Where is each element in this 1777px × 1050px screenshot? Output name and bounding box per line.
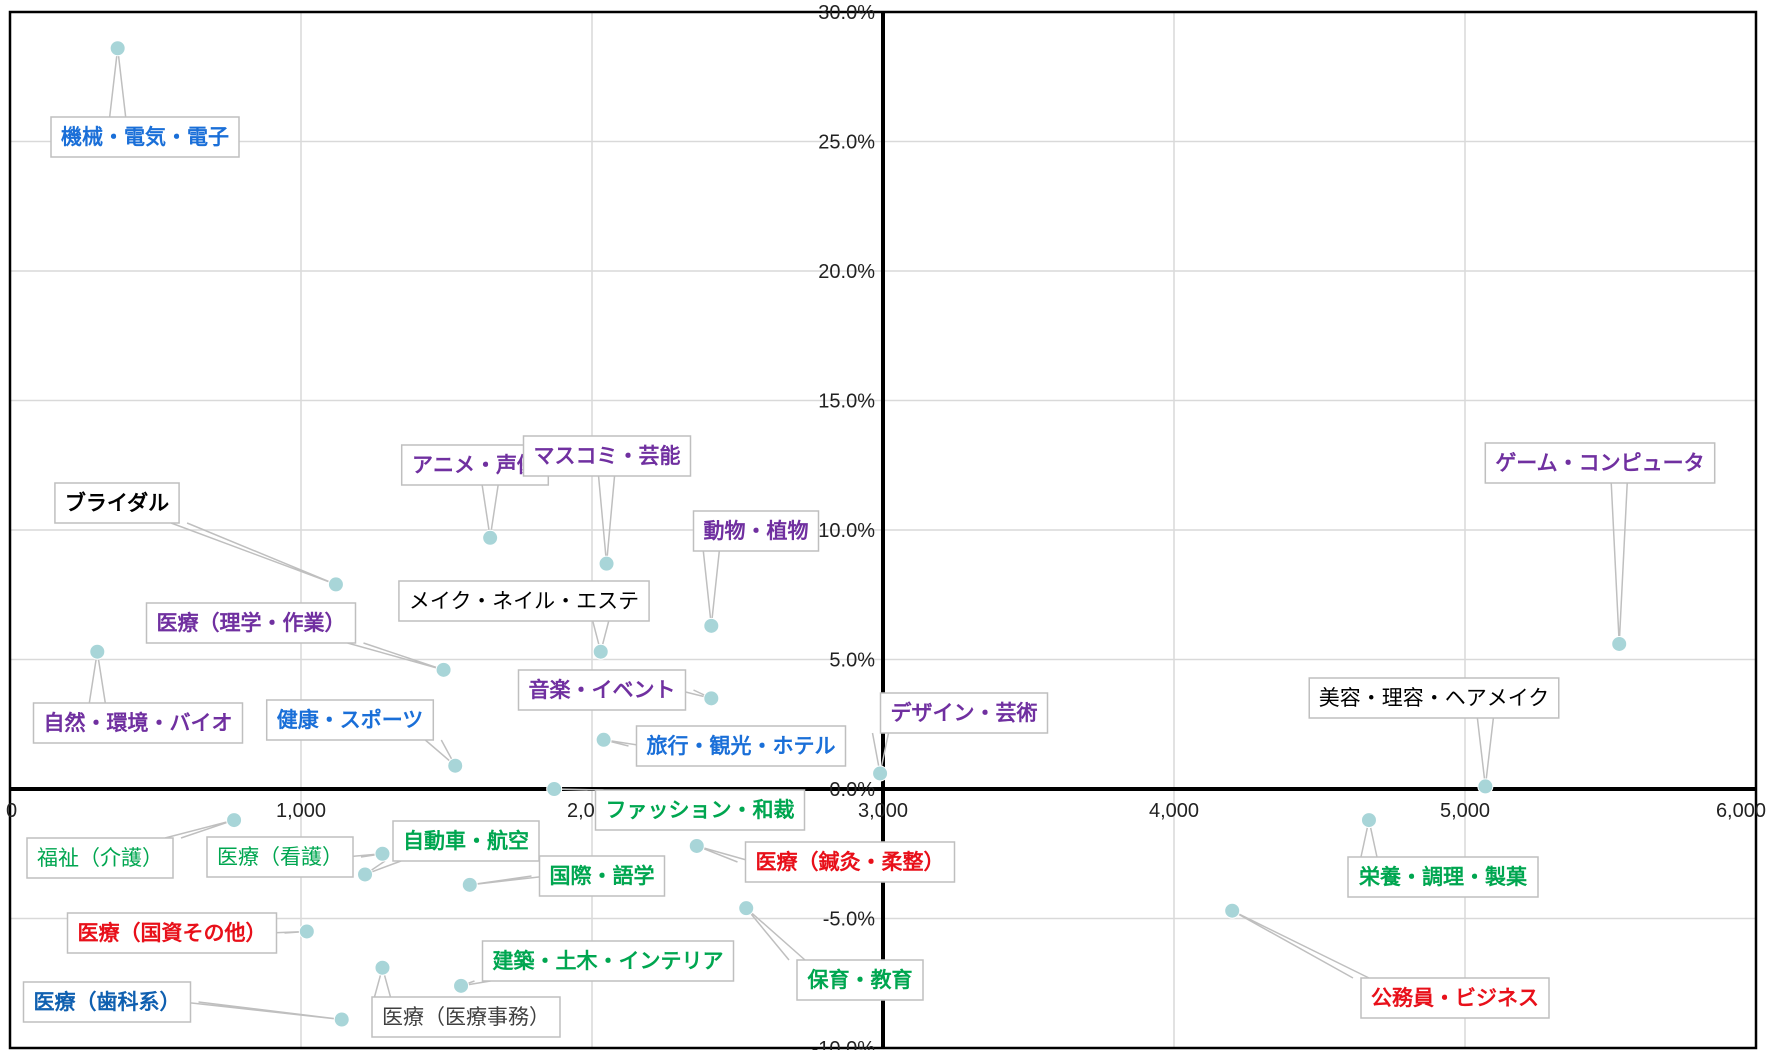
- data-label: 美容・理容・ヘアメイク: [1319, 686, 1550, 710]
- x-tick-label: 1,000: [276, 800, 326, 822]
- data-point: [374, 959, 391, 976]
- y-tick-label: 25.0%: [818, 132, 875, 154]
- data-label-box: [265, 699, 435, 741]
- x-tick-label: 6,000: [1716, 800, 1766, 822]
- data-label: マスコミ・芸能: [534, 444, 681, 468]
- data-label: 医療（看護）: [217, 845, 343, 869]
- x-tick-label: 0: [6, 800, 17, 822]
- y-tick-label: 5.0%: [829, 650, 875, 672]
- data-point: [89, 643, 106, 660]
- data-label-box: [54, 482, 180, 524]
- data-label-box: [371, 996, 561, 1038]
- data-label-box: [635, 725, 847, 767]
- data-label-box: [1484, 442, 1716, 484]
- data-label-box: [522, 435, 692, 477]
- data-point: [703, 617, 720, 634]
- data-point: [461, 876, 478, 893]
- data-label-box: [879, 692, 1049, 734]
- data-point: [1224, 902, 1241, 919]
- data-point: [333, 1011, 350, 1028]
- data-label: デザイン・芸術: [891, 701, 1038, 725]
- data-point: [327, 576, 344, 593]
- data-point: [226, 812, 243, 829]
- data-label: 旅行・観光・ホテル: [647, 734, 836, 758]
- data-label: アニメ・声優: [412, 453, 539, 477]
- data-label: 保育・教育: [807, 968, 913, 992]
- data-label: 動物・植物: [704, 519, 809, 543]
- data-point: [546, 781, 563, 797]
- data-label: 建築・土木・インテリア: [493, 949, 724, 973]
- data-label: ゲーム・コンピュータ: [1495, 451, 1704, 475]
- data-label: 国際・語学: [550, 864, 655, 888]
- data-label: 音楽・イベント: [529, 678, 676, 702]
- data-point: [592, 643, 609, 660]
- data-label: 機械・電気・電子: [61, 125, 229, 149]
- data-label-box: [26, 837, 174, 879]
- data-point: [1360, 812, 1377, 829]
- data-label-box: [594, 789, 806, 831]
- data-label: 公務員・ビジネス: [1371, 986, 1539, 1010]
- data-label: 医療（理学・作業）: [157, 611, 346, 635]
- data-label: 栄養・調理・製菓: [1358, 865, 1528, 889]
- x-tick-label: 5,000: [1440, 800, 1490, 822]
- data-label-box: [66, 912, 278, 954]
- data-label: 医療（医療事務）: [382, 1005, 550, 1029]
- data-point: [482, 529, 499, 546]
- data-label-box: [398, 580, 650, 622]
- data-label: 医療（歯科系）: [34, 990, 181, 1014]
- data-label: 自動車・航空: [403, 829, 529, 853]
- data-label-box: [692, 510, 820, 552]
- data-label-box: [796, 959, 924, 1001]
- data-point: [738, 900, 755, 917]
- data-label: 自然・環境・バイオ: [44, 711, 233, 735]
- data-point: [435, 661, 452, 678]
- data-label: ファッション・和裁: [606, 798, 795, 822]
- data-label-box: [1347, 856, 1539, 898]
- data-point: [1611, 635, 1628, 652]
- data-point: [598, 555, 615, 572]
- data-point: [109, 40, 126, 57]
- data-label-box: [481, 940, 735, 982]
- data-label-box: [1308, 677, 1560, 719]
- data-point: [872, 765, 889, 782]
- data-label: 医療（国資その他）: [78, 921, 267, 945]
- data-point: [447, 757, 464, 774]
- data-label-box: [392, 820, 540, 862]
- y-tick-label: 30.0%: [818, 2, 875, 24]
- data-point: [688, 837, 705, 854]
- data-point: [703, 690, 720, 707]
- y-tick-label: 10.0%: [818, 520, 875, 542]
- data-label-box: [32, 702, 244, 744]
- data-label-box: [50, 116, 240, 158]
- data-label-box: [517, 669, 687, 711]
- data-label: ブライダル: [65, 491, 169, 515]
- y-tick-label: -5.0%: [823, 909, 875, 931]
- x-tick-label: 4,000: [1149, 800, 1199, 822]
- x-tick-label: 3,000: [858, 800, 908, 822]
- y-tick-label: 20.0%: [818, 261, 875, 283]
- data-point: [357, 866, 374, 883]
- data-point: [453, 977, 470, 994]
- data-label: 健康・スポーツ: [277, 708, 424, 732]
- y-tick-label: 15.0%: [818, 391, 875, 413]
- data-label-box: [538, 855, 666, 897]
- y-tick-label: -10.0%: [812, 1038, 876, 1050]
- data-point: [374, 845, 391, 862]
- data-label: メイク・ネイル・エステ: [409, 589, 639, 613]
- data-point: [595, 731, 612, 748]
- data-label: 福祉（介護）: [37, 846, 163, 870]
- data-label-box: [1360, 977, 1550, 1019]
- data-label-box: [145, 602, 357, 644]
- data-point: [1477, 778, 1494, 795]
- data-points: [89, 40, 1628, 1028]
- data-label-box: [22, 981, 192, 1023]
- data-point: [298, 923, 315, 940]
- tick-labels: 0 1,000 2,000 3,000 4,000 5,000 6,000-10.0%-5.…: [6, 2, 1766, 1050]
- y-tick-label: 0.0%: [829, 779, 875, 801]
- data-label: 医療（鍼灸・柔整）: [756, 850, 945, 874]
- data-label-box: [206, 836, 354, 878]
- data-label-box: [744, 841, 956, 883]
